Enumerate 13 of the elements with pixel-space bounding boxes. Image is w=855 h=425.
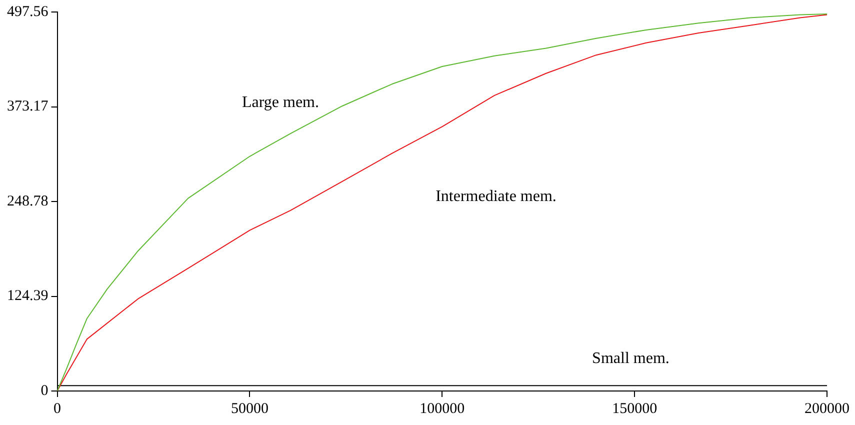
x-tick-label: 100000 (420, 400, 465, 417)
y-tick-label: 0 (40, 382, 48, 399)
y-tick-label: 373.17 (7, 98, 49, 115)
y-tick-label: 497.56 (7, 4, 49, 20)
annotation: Intermediate mem. (436, 188, 556, 205)
y-tick-label: 124.39 (7, 288, 48, 304)
y-tick-label: 248.78 (7, 193, 48, 210)
x-tick-label: 200000 (804, 400, 850, 417)
annotation: Large mem. (242, 94, 319, 112)
x-tick-label: 50000 (230, 400, 268, 417)
annotation: Small mem. (592, 350, 670, 367)
x-tick-label: 0 (54, 400, 61, 417)
x-tick-label: 150000 (612, 400, 658, 417)
